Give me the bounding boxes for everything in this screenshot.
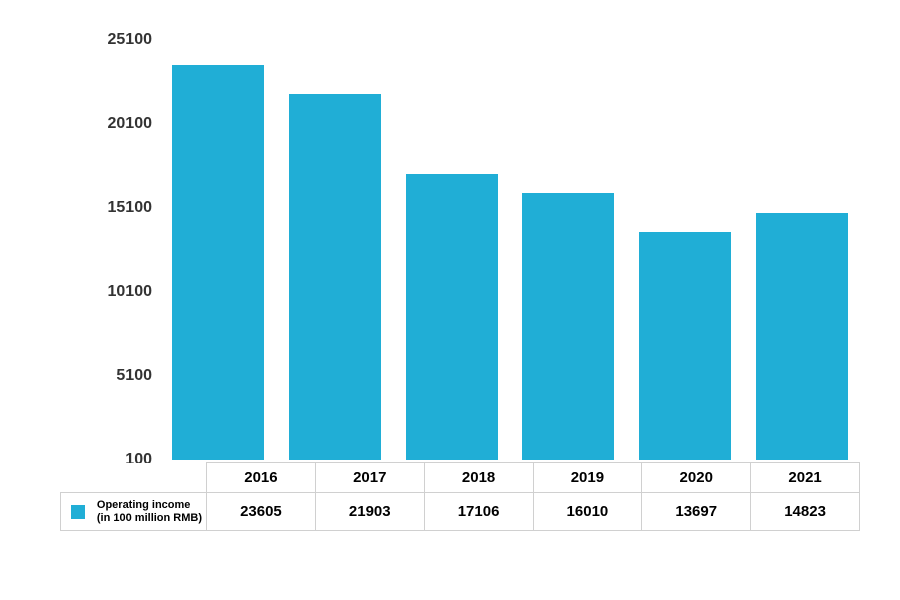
bar [172, 65, 264, 460]
table-year-header: 2016 [207, 463, 316, 493]
legend-text: Operating income (in 100 million RMB) [97, 499, 202, 524]
table-header-row: 201620172018201920202021 [61, 463, 860, 493]
table-value-cell: 14823 [751, 493, 860, 531]
bars-container [160, 40, 860, 460]
ytick-label: 15100 [72, 199, 152, 217]
ytick-label: 10100 [72, 283, 152, 301]
bar [639, 232, 731, 460]
table-year-header: 2021 [751, 463, 860, 493]
legend-line-2: (in 100 million RMB) [97, 512, 202, 525]
table-value-cell: 13697 [642, 493, 751, 531]
bar [522, 193, 614, 460]
bar [756, 213, 848, 460]
table-value-cell: 21903 [315, 493, 424, 531]
revenue-bar-chart: 100510010100151002010025100 201620172018… [0, 0, 900, 600]
table-value-cell: 17106 [424, 493, 533, 531]
plot-area [160, 40, 860, 460]
bar [289, 94, 381, 460]
table-value-row: Operating income (in 100 million RMB) 23… [61, 493, 860, 531]
bar [406, 174, 498, 460]
ytick-label: 25100 [72, 31, 152, 49]
ytick-label: 5100 [72, 367, 152, 385]
legend-swatch [71, 505, 85, 519]
table-year-header: 2018 [424, 463, 533, 493]
table-value-cell: 23605 [207, 493, 316, 531]
table-year-header: 2020 [642, 463, 751, 493]
table-value-cell: 16010 [533, 493, 642, 531]
table-year-header: 2017 [315, 463, 424, 493]
ytick-label: 20100 [72, 115, 152, 133]
legend-cell: Operating income (in 100 million RMB) [61, 493, 207, 531]
data-table: 201620172018201920202021 Operating incom… [60, 462, 860, 531]
table-header-blank [61, 463, 207, 493]
table-year-header: 2019 [533, 463, 642, 493]
legend-line-1: Operating income [97, 499, 202, 512]
